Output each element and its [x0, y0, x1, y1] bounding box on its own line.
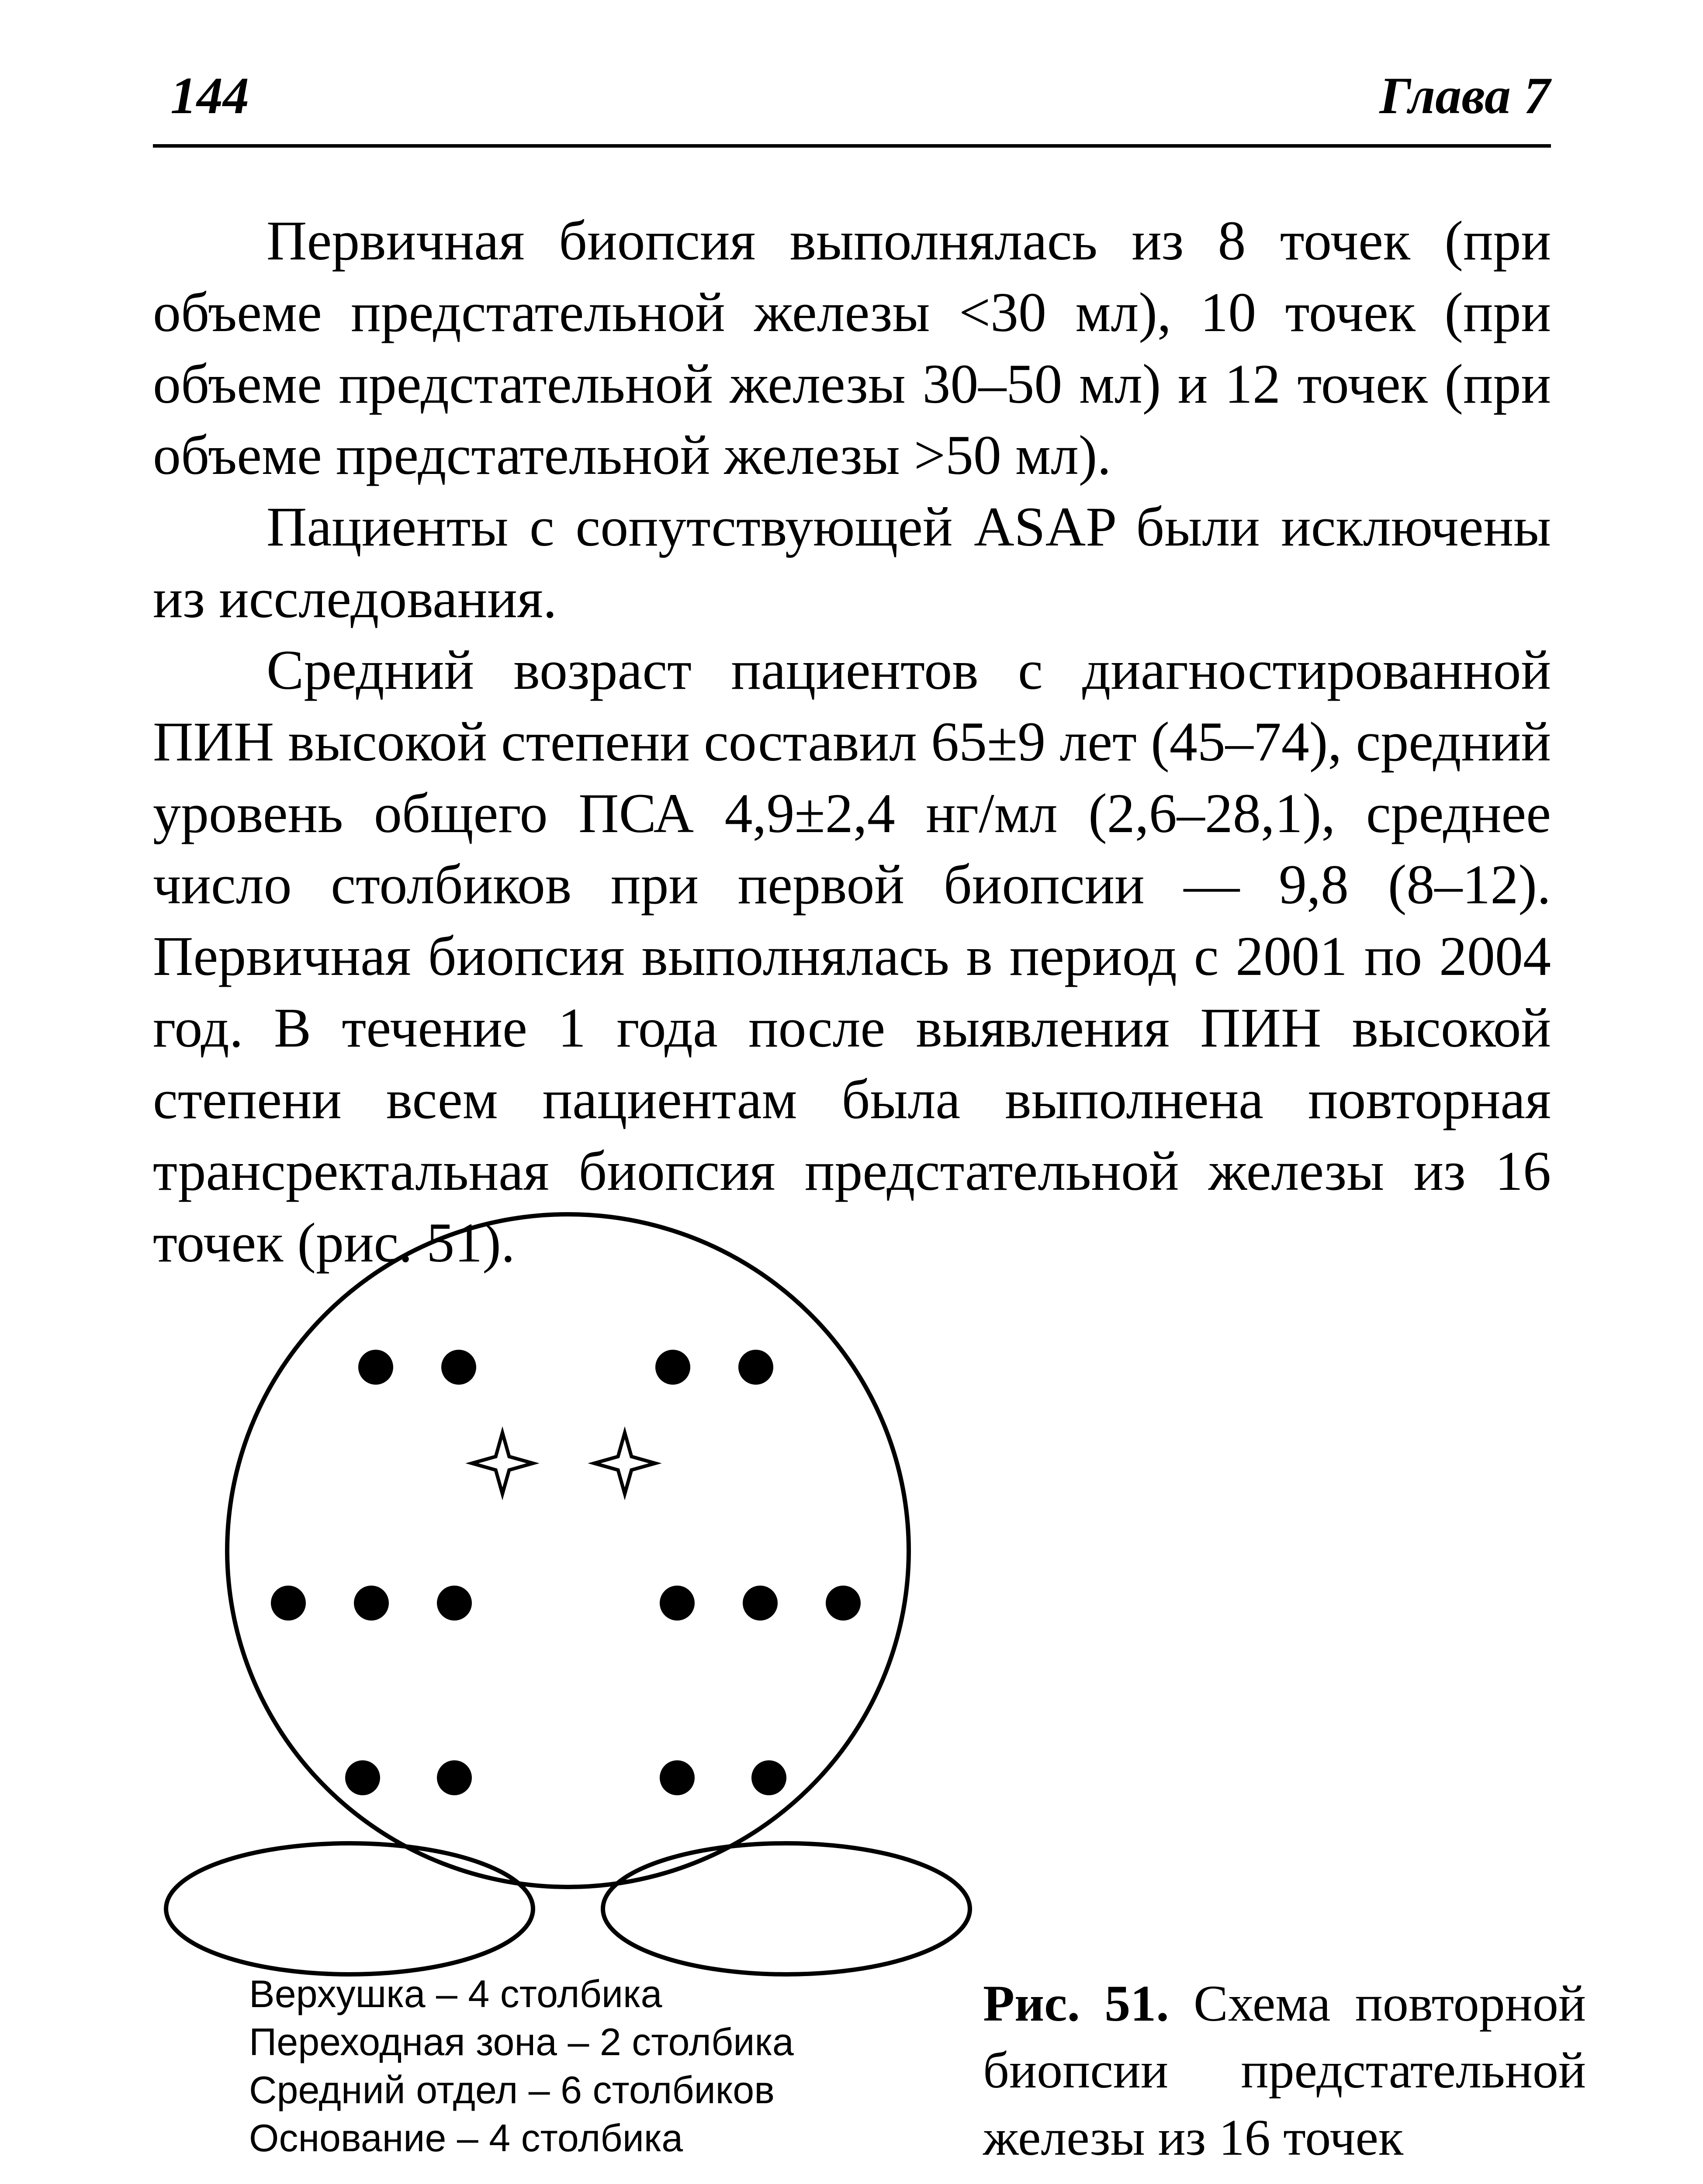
paragraph-3: Средний возраст пациентов с диагностиров…	[153, 635, 1551, 1279]
figure-legend: Верхушка – 4 столбика Переходная зона – …	[249, 1970, 904, 2162]
chapter-title: Глава 7	[1380, 66, 1550, 126]
legend-line-transition: Переходная зона – 2 столбика	[249, 2018, 904, 2066]
paragraph-2: Пациенты с сопутствующей ASAP были исклю…	[153, 491, 1551, 635]
legend-line-base: Основание – 4 столбика	[249, 2114, 904, 2162]
legend-line-apex: Верхушка – 4 столбика	[249, 1970, 904, 2018]
body-text: Первичная биопсия выполнялась из 8 точек…	[153, 205, 1551, 1279]
paragraph-1: Первичная биопсия выполнялась из 8 точек…	[153, 205, 1551, 491]
header-rule	[153, 144, 1551, 148]
biopsy-scheme-svg	[153, 1201, 1114, 1987]
page: 144 Глава 7 Первичная биопсия выполнялас…	[0, 0, 1703, 2184]
legend-line-middle: Средний отдел – 6 столбиков	[249, 2066, 904, 2114]
figure-caption-label: Рис. 51.	[983, 1975, 1169, 2032]
figure-51: Верхушка – 4 столбика Переходная зона – …	[153, 1201, 1551, 2162]
page-number: 144	[170, 66, 249, 126]
figure-caption: Рис. 51. Схема повторной биопсии предста…	[983, 1970, 1586, 2171]
